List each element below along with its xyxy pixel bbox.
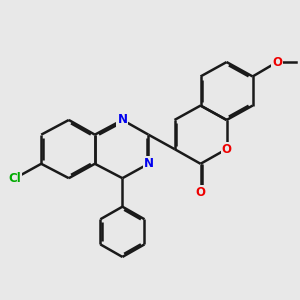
Text: Cl: Cl bbox=[9, 172, 22, 185]
Text: O: O bbox=[222, 142, 232, 156]
Text: O: O bbox=[272, 56, 282, 69]
Text: O: O bbox=[196, 186, 206, 200]
Text: N: N bbox=[117, 113, 128, 127]
Text: N: N bbox=[143, 157, 154, 170]
